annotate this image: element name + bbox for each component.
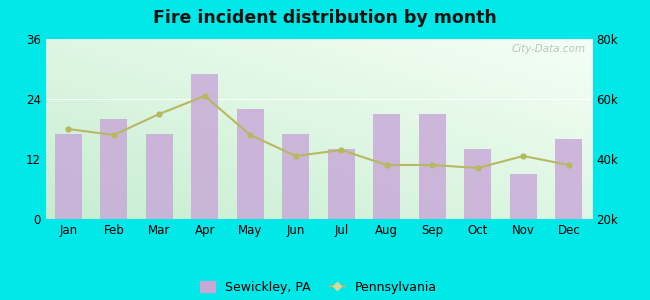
Bar: [282, 134, 309, 219]
Bar: [100, 119, 127, 219]
Bar: [464, 149, 491, 219]
Bar: [373, 114, 400, 219]
Bar: [555, 139, 582, 219]
Bar: [146, 134, 173, 219]
Bar: [237, 109, 264, 219]
Bar: [55, 134, 82, 219]
Text: Fire incident distribution by month: Fire incident distribution by month: [153, 9, 497, 27]
Bar: [510, 174, 537, 219]
Legend: Sewickley, PA, Pennsylvania: Sewickley, PA, Pennsylvania: [195, 276, 442, 299]
Bar: [191, 74, 218, 219]
Text: City-Data.com: City-Data.com: [512, 44, 586, 54]
Bar: [419, 114, 446, 219]
Bar: [328, 149, 355, 219]
